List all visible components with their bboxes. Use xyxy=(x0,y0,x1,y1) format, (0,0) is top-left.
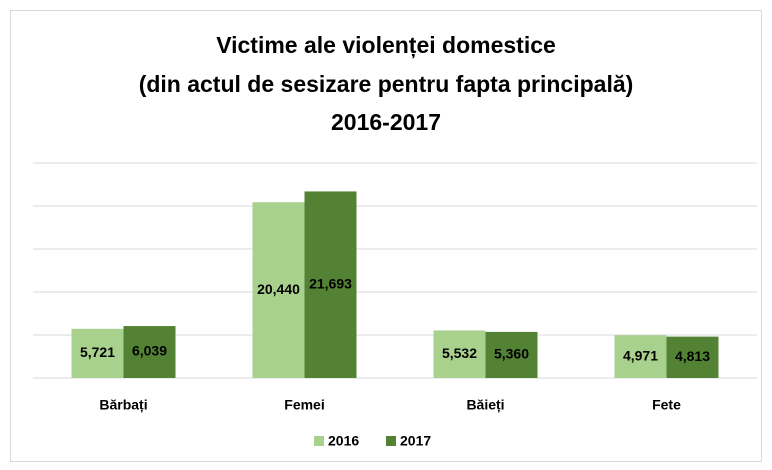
data-label: 5,721 xyxy=(80,344,115,360)
bar xyxy=(304,191,357,378)
x-tick-label: Bărbați xyxy=(99,397,147,413)
data-label: 6,039 xyxy=(132,343,167,359)
bar xyxy=(485,331,538,378)
bar xyxy=(666,336,719,378)
x-tick-label: Băieți xyxy=(466,397,504,413)
data-label: 5,360 xyxy=(494,346,529,362)
x-tick-label: Femei xyxy=(284,397,324,413)
chart-title: Victime ale violenței domestice xyxy=(216,32,556,59)
bar xyxy=(123,326,176,378)
data-label: 21,693 xyxy=(309,275,352,291)
bar xyxy=(252,202,305,378)
legend-swatch xyxy=(386,436,396,446)
data-label: 20,440 xyxy=(257,281,300,297)
bar xyxy=(614,335,667,378)
x-tick-label: Fete xyxy=(652,397,681,413)
chart-title: (din actul de sesizare pentru fapta prin… xyxy=(139,71,634,97)
data-label: 5,532 xyxy=(442,345,477,361)
legend-label: 2016 xyxy=(328,433,359,449)
legend-swatch xyxy=(314,436,324,446)
chart-frame xyxy=(10,10,762,462)
bar xyxy=(433,330,486,378)
data-label: 4,813 xyxy=(675,348,710,364)
bar xyxy=(71,328,124,378)
chart-title: 2016-2017 xyxy=(331,109,441,135)
data-label: 4,971 xyxy=(623,347,658,363)
legend-label: 2017 xyxy=(400,433,431,449)
